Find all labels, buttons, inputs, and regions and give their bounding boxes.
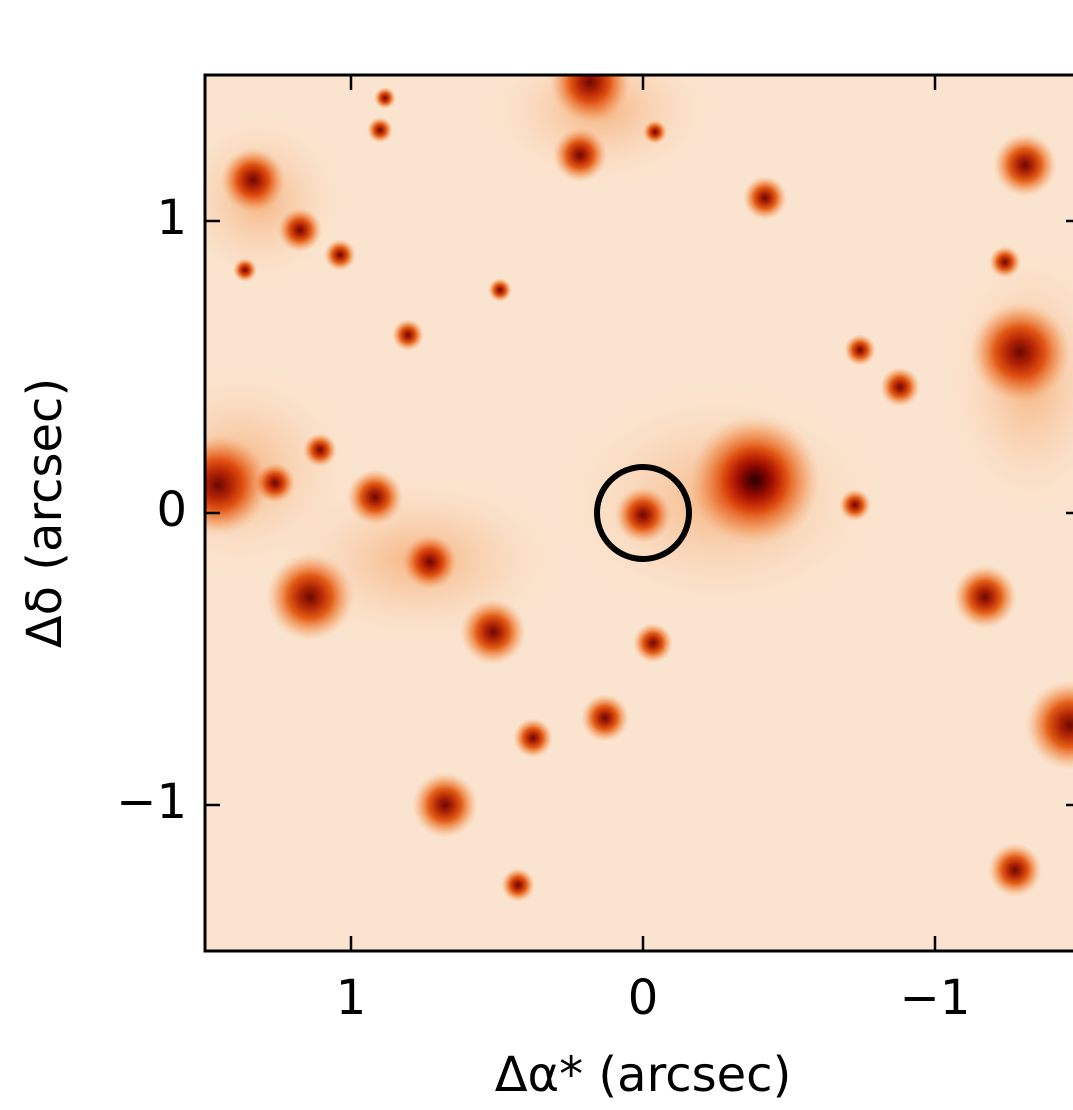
y-tick-label: 0 [156,482,187,538]
x-tick-label: 0 [628,970,659,1026]
x-tick-label: −1 [900,970,971,1026]
y-tick-label: 1 [156,190,187,246]
sky-image [205,75,1073,951]
y-tick-label: −1 [116,774,187,830]
x-axis-label: Δα* (arcsec) [495,1047,792,1103]
target-marker [594,464,692,562]
y-axis-label: Δδ (arcsec) [17,378,73,648]
x-tick-label: 1 [336,970,367,1026]
plot-frame [203,73,1073,953]
